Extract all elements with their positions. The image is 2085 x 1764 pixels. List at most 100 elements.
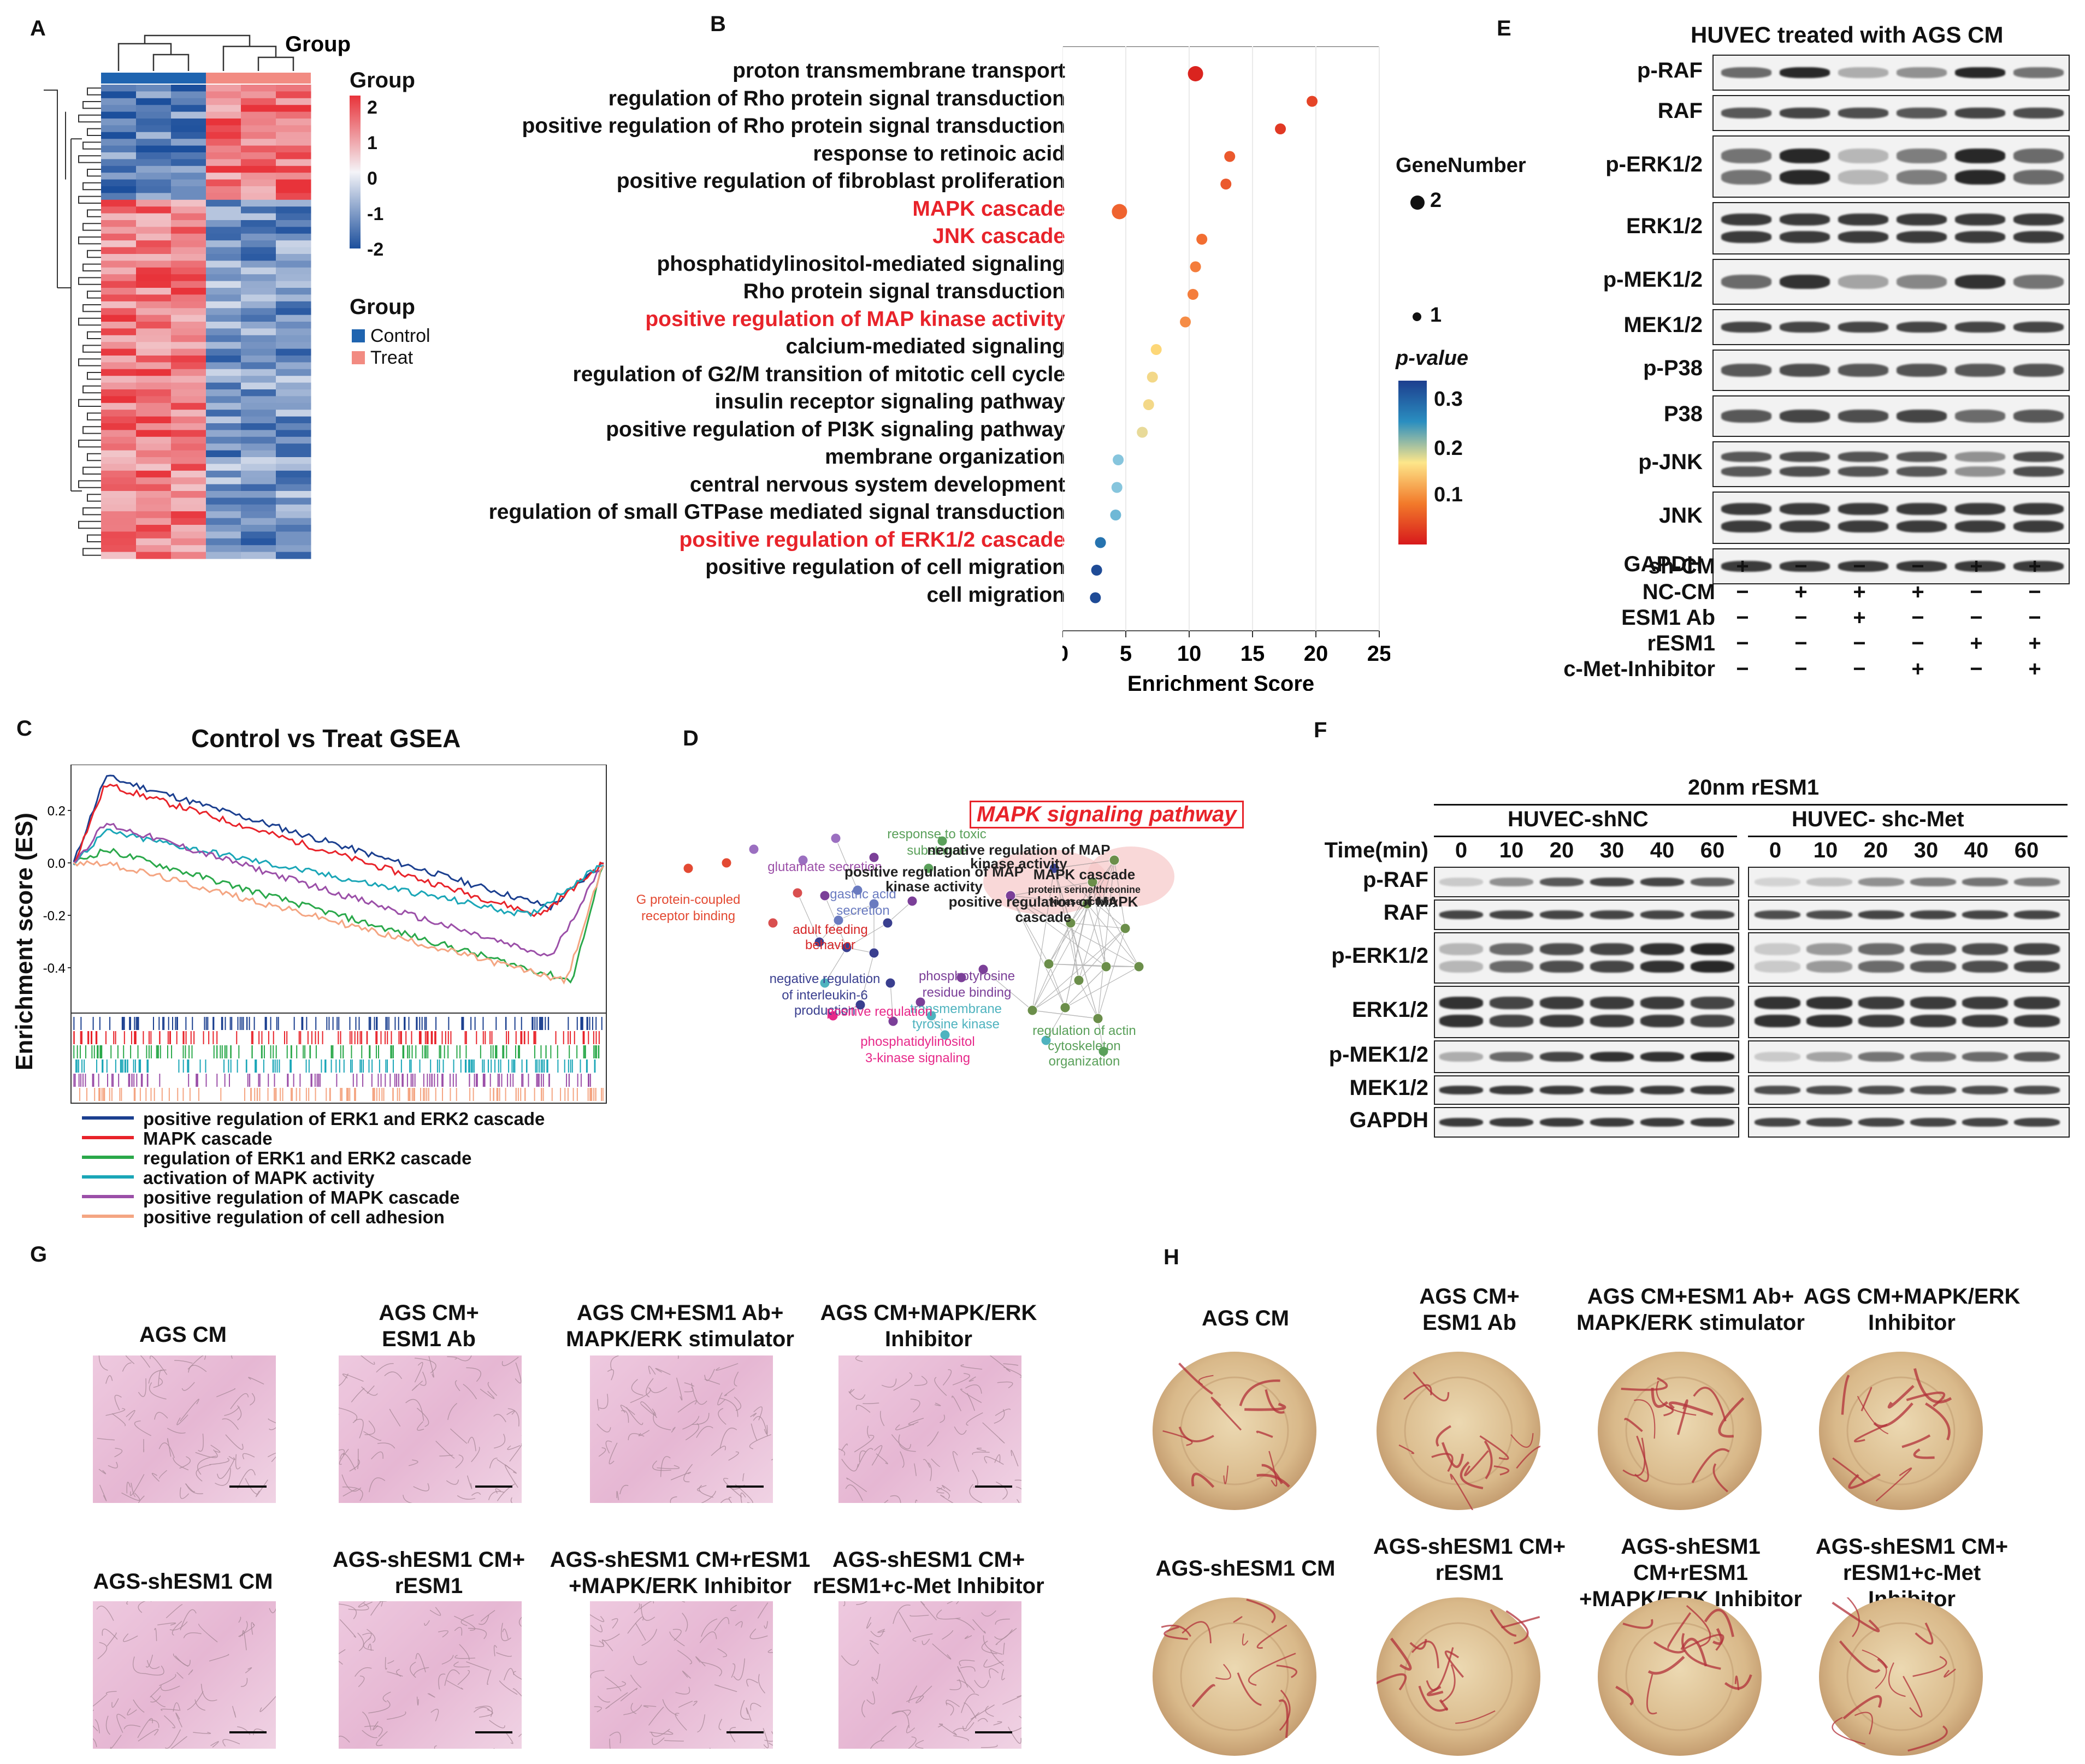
blot-strip	[1712, 202, 2070, 254]
go-dot	[1196, 234, 1208, 245]
heatmap-cell	[276, 152, 311, 159]
heatmap-cell	[171, 552, 206, 559]
heatmap-cell	[171, 436, 206, 444]
gsea-legend-label: regulation of ERK1 and ERK2 cascade	[143, 1148, 472, 1168]
heatmap-cell	[276, 498, 311, 505]
network-label: cytoskeleton	[1048, 1039, 1120, 1053]
heatmap-cell	[101, 294, 137, 302]
blot-row-label: RAF	[1657, 99, 1703, 123]
network-label: MAPK cascade	[1033, 866, 1135, 883]
heatmap-cell	[171, 416, 206, 424]
blot-band	[1962, 1015, 2008, 1027]
cam-caption: AGS CM	[1202, 1306, 1289, 1330]
network-node	[798, 855, 808, 866]
heatmap-cell	[171, 220, 206, 227]
heatmap-cell	[101, 538, 137, 546]
blot-band	[1439, 1117, 1483, 1127]
blot-band	[1439, 877, 1483, 887]
gsea-legend-swatch	[82, 1156, 134, 1159]
heatmap-cell	[276, 504, 311, 512]
blot-band	[1490, 997, 1533, 1009]
heatmap-cell	[136, 267, 172, 275]
blot-band	[1838, 503, 1888, 515]
heatmap-cell	[101, 531, 137, 539]
blot-band	[1780, 214, 1830, 226]
condition-sign: −	[1911, 631, 1924, 655]
go-dot	[1150, 344, 1162, 355]
gsea-legend-label: activation of MAPK activity	[143, 1168, 375, 1188]
network-label: adult feeding	[793, 922, 867, 937]
heatmap-cell	[136, 484, 172, 492]
heatmap-cell	[206, 545, 241, 553]
blot-band	[1439, 1086, 1483, 1094]
network-label: positive regulation of MAP	[844, 863, 1024, 880]
condition-sign: +	[1970, 631, 1983, 655]
blot-band	[1962, 910, 2008, 920]
mapk-pathway-box: MAPK signaling pathway	[970, 801, 1244, 828]
blot-band	[1858, 1052, 1904, 1062]
heatmap-cell	[171, 294, 206, 302]
heatmap-cell	[101, 220, 137, 227]
go-term-label: phosphatidylinositol-mediated signaling	[657, 252, 1065, 276]
plot-frame	[1062, 46, 1380, 631]
blot-band	[1838, 149, 1888, 163]
blot-row-label: p-P38	[1643, 356, 1703, 380]
heatmap-cell	[276, 518, 311, 525]
blot-f: 20nm rESM1 HUVEC-shNC HUVEC- shc-Met Time(m…	[1311, 776, 2076, 1138]
heatmap-cell	[276, 511, 311, 519]
condition-sign: −	[1736, 631, 1749, 655]
blot-band	[1691, 961, 1734, 973]
blot-band	[1439, 910, 1483, 920]
go-term-label: MAPK cascade	[912, 197, 1065, 221]
network-node	[841, 942, 852, 953]
blot-e: p-RAF RAF p-ERK1/2 ERK1/2 p-MEK1/2 MEK1/2 p-P3…	[1568, 55, 2070, 584]
heatmap-cell	[276, 552, 311, 559]
gsea-legend-swatch	[82, 1136, 134, 1139]
blot-row-label: p-RAF	[1637, 58, 1703, 82]
go-term-labels: proton transmembrane transport regulation…	[382, 59, 1065, 616]
blot-strip	[1434, 867, 1739, 897]
heatmap-cell	[171, 261, 206, 268]
blot-band	[2013, 275, 2064, 289]
heatmap-cell	[136, 105, 172, 113]
heatmap-cell	[241, 464, 276, 471]
heatmap-cell	[136, 261, 172, 268]
heatmap-cell	[136, 410, 172, 417]
blot-band	[2013, 170, 2064, 185]
heatmap-cell	[241, 402, 276, 410]
heatmap-cell	[101, 132, 137, 139]
blot-band	[1721, 67, 1771, 78]
heatmap-cell	[136, 491, 172, 498]
heatmap-cell	[276, 410, 311, 417]
time-point-label: 40	[1650, 838, 1675, 862]
blot-band	[1755, 910, 1800, 920]
heatmap-cell	[171, 545, 206, 553]
blot-strip	[1712, 259, 2070, 305]
heatmap-cell	[136, 531, 172, 539]
heatmap-cell	[276, 342, 311, 350]
heatmap-cell	[171, 227, 206, 234]
go-term-label: JNK cascade	[932, 224, 1065, 248]
heatmap-cell	[101, 139, 137, 146]
network-node	[1065, 917, 1076, 928]
gene-number-1-dot	[1413, 312, 1421, 321]
control-bar	[101, 73, 206, 84]
condition-sign: +	[1853, 580, 1866, 604]
heatmap-cell	[206, 416, 241, 424]
network-node	[978, 964, 989, 975]
heatmap-cell	[276, 274, 311, 282]
heatmap-cell	[101, 464, 137, 471]
blot-band	[1897, 322, 1947, 333]
heatmap-cell	[101, 206, 137, 214]
blot-band	[1721, 520, 1771, 532]
blot-band	[1721, 108, 1771, 119]
blot-strip	[1748, 1075, 2070, 1105]
heatmap-cell	[171, 240, 206, 248]
blot-band	[1490, 961, 1533, 973]
heatmap-cell	[276, 247, 311, 254]
panel-label-d: D	[683, 726, 699, 750]
heatmap-cell	[101, 410, 137, 417]
heatmap-cell	[241, 511, 276, 519]
heatmap-cell	[101, 484, 137, 492]
network-node	[940, 1029, 950, 1040]
